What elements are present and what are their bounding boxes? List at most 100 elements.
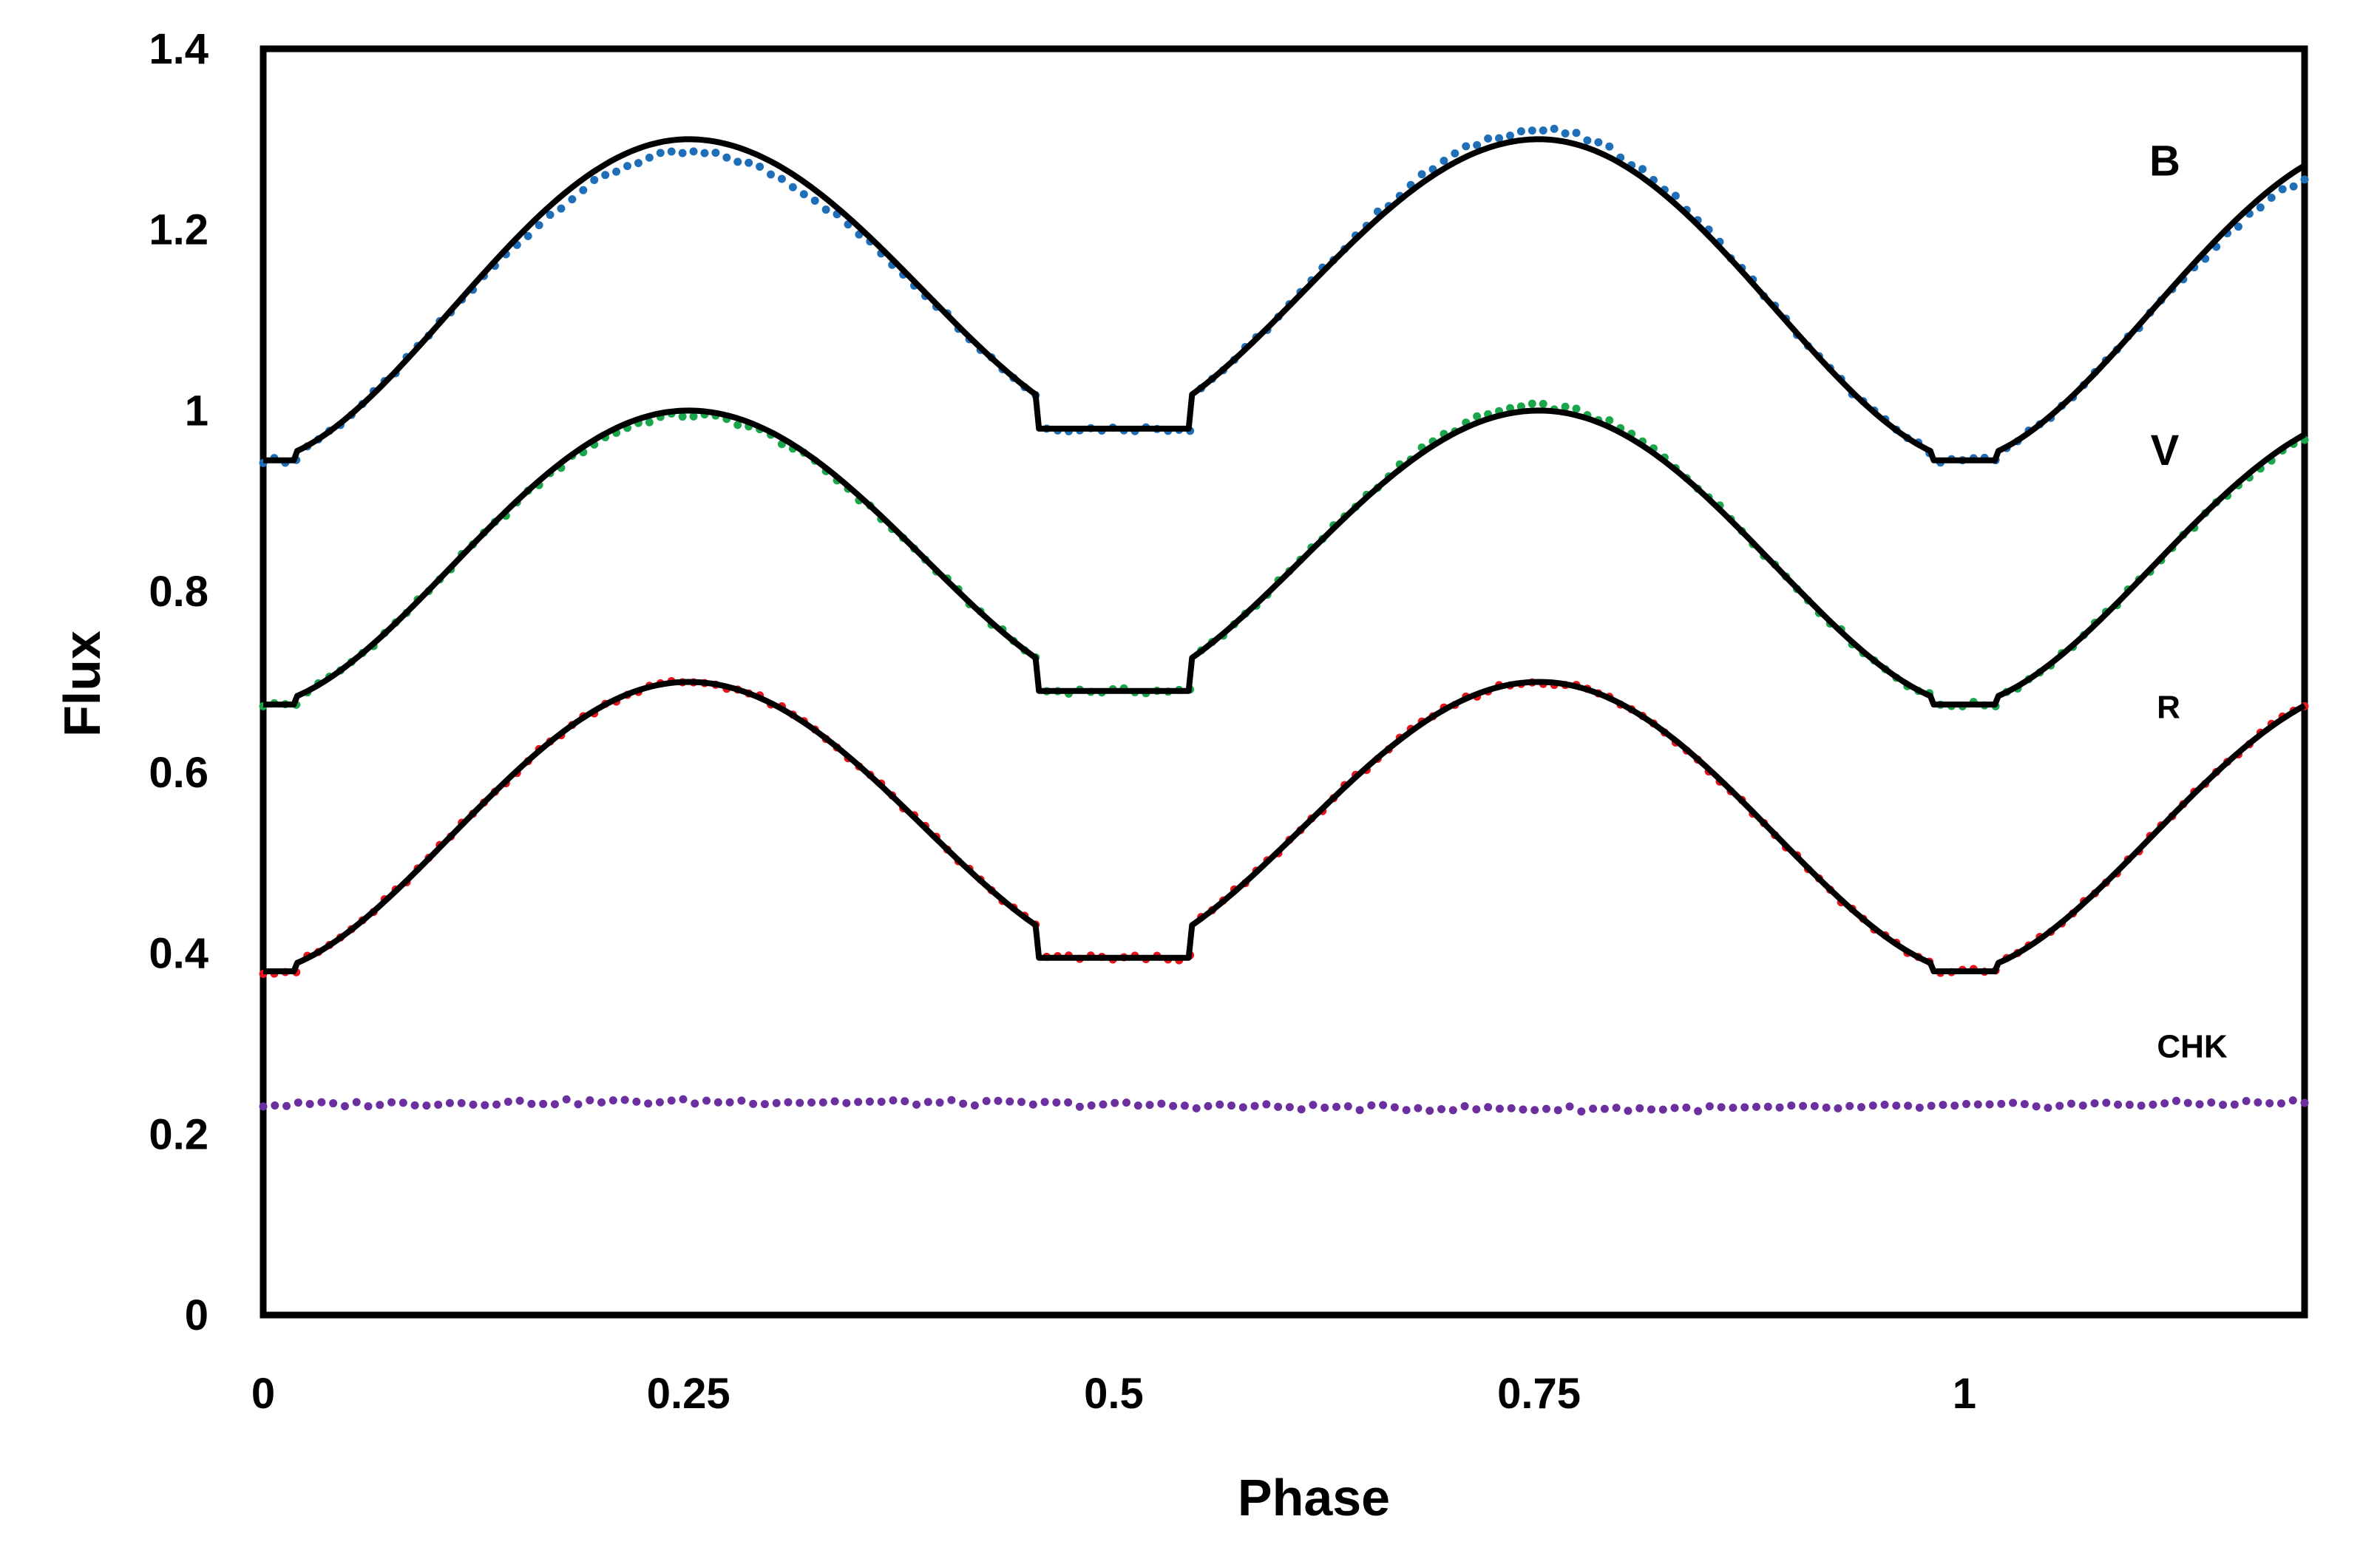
data-point <box>970 1101 979 1110</box>
data-point <box>2078 1101 2087 1110</box>
y-tick-label: 0.2 <box>149 1110 208 1158</box>
data-point <box>1635 1104 1644 1112</box>
data-point <box>2230 1100 2239 1109</box>
data-point <box>1495 1104 1504 1113</box>
data-point <box>2300 1098 2309 1107</box>
data-point <box>2195 1100 2204 1109</box>
data-point <box>1740 1103 1749 1112</box>
data-point <box>469 1100 478 1109</box>
data-point <box>2044 1104 2052 1112</box>
data-point <box>608 1096 617 1105</box>
data-point <box>1437 1105 1445 1114</box>
x-tick-label: 0.75 <box>1497 1370 1581 1418</box>
data-point <box>282 1101 291 1110</box>
data-point <box>1320 1104 1329 1112</box>
data-point <box>1705 1102 1714 1111</box>
data-point <box>854 1098 863 1107</box>
data-point <box>2055 1101 2064 1110</box>
data-point <box>1670 1104 1679 1112</box>
data-point <box>737 1096 746 1105</box>
data-point <box>788 183 797 191</box>
data-point <box>434 1100 443 1109</box>
data-point <box>1892 1101 1901 1110</box>
data-point <box>1583 136 1592 145</box>
y-axis-title: Flux <box>53 631 111 737</box>
data-point <box>1927 1101 1936 1110</box>
data-point <box>784 1098 793 1107</box>
data-point <box>1950 1101 1959 1110</box>
data-point <box>772 1098 781 1107</box>
data-point <box>2149 1100 2157 1109</box>
data-point <box>756 162 764 171</box>
data-point <box>2009 1098 2018 1107</box>
data-point <box>959 1099 968 1108</box>
data-point <box>1671 191 1680 200</box>
data-point <box>2267 194 2276 203</box>
series-r <box>259 677 2309 979</box>
data-point <box>1087 1101 1096 1110</box>
data-point <box>574 1100 583 1109</box>
data-point <box>2288 1096 2297 1105</box>
data-point <box>1539 399 1547 408</box>
y-tick-label: 0 <box>185 1291 208 1339</box>
data-point <box>901 1097 909 1106</box>
data-point <box>745 158 753 167</box>
data-point <box>523 231 532 240</box>
series-chk <box>259 1095 2309 1116</box>
data-point <box>546 211 555 220</box>
data-point <box>1880 1100 1889 1109</box>
data-point <box>1473 140 1482 149</box>
data-point <box>1484 1103 1493 1112</box>
data-point <box>1484 134 1493 143</box>
y-tick-label: 0.4 <box>149 930 208 978</box>
data-point <box>1561 129 1570 137</box>
data-point <box>597 1098 606 1107</box>
data-point <box>1379 1101 1388 1110</box>
model-line <box>263 679 2306 974</box>
data-point <box>2114 1100 2123 1109</box>
data-point <box>1006 1097 1014 1106</box>
data-point <box>620 1095 629 1104</box>
data-point <box>1122 1098 1131 1107</box>
data-point <box>2254 1098 2262 1107</box>
data-point <box>1440 156 1448 165</box>
data-point <box>807 1098 816 1107</box>
data-point <box>1448 1106 1457 1115</box>
data-point <box>1997 1099 2006 1108</box>
data-point <box>760 1100 769 1109</box>
data-point <box>1605 416 1614 425</box>
data-point <box>1425 1107 1434 1115</box>
data-point <box>923 1098 932 1107</box>
data-point <box>387 1098 396 1107</box>
x-tick-label: 0.5 <box>1084 1370 1144 1418</box>
data-point <box>1075 1102 1084 1111</box>
data-point <box>821 205 830 214</box>
data-point <box>1473 412 1482 421</box>
data-point <box>2160 1099 2169 1108</box>
data-point <box>1516 127 1525 136</box>
data-point <box>1624 1107 1633 1115</box>
data-point <box>1262 1100 1271 1109</box>
data-point <box>722 153 731 162</box>
data-point <box>352 1098 361 1107</box>
data-point <box>1145 1101 1154 1110</box>
data-layer <box>259 124 2309 1116</box>
data-point <box>1355 1106 1364 1115</box>
data-point <box>1973 1100 1982 1109</box>
data-point <box>504 1098 512 1107</box>
data-point <box>1064 1098 1073 1107</box>
y-tick-label: 1.4 <box>149 25 208 73</box>
data-point <box>1460 1101 1469 1110</box>
data-point <box>655 1098 664 1107</box>
data-point <box>982 1097 991 1106</box>
data-point <box>1417 170 1426 179</box>
data-point <box>2265 1098 2274 1107</box>
data-point <box>1962 1100 1970 1109</box>
data-point <box>364 1102 373 1111</box>
data-point <box>1589 1104 1598 1113</box>
data-point <box>1332 1102 1340 1111</box>
data-point <box>2183 1098 2192 1107</box>
data-point <box>1682 1103 1691 1112</box>
data-point <box>2289 182 2298 191</box>
